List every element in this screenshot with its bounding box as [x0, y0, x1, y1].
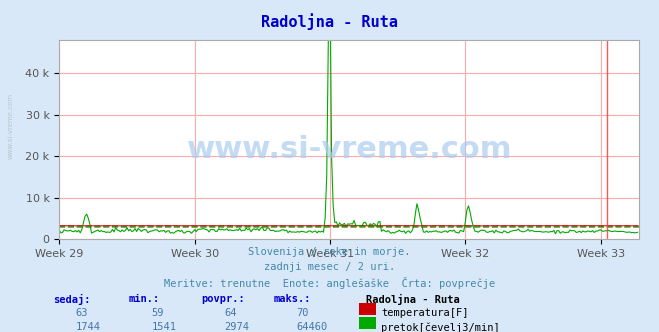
- Text: zadnji mesec / 2 uri.: zadnji mesec / 2 uri.: [264, 262, 395, 272]
- Text: Slovenija / reke in morje.: Slovenija / reke in morje.: [248, 247, 411, 257]
- Text: maks.:: maks.:: [273, 294, 311, 304]
- Text: 1744: 1744: [76, 322, 101, 332]
- Text: 70: 70: [297, 308, 309, 318]
- Text: 2974: 2974: [224, 322, 249, 332]
- Text: povpr.:: povpr.:: [201, 294, 244, 304]
- Text: sedaj:: sedaj:: [53, 294, 90, 305]
- Text: 59: 59: [152, 308, 164, 318]
- Text: Radoljna - Ruta: Radoljna - Ruta: [261, 13, 398, 30]
- Text: www.si-vreme.com: www.si-vreme.com: [186, 135, 512, 164]
- Text: www.si-vreme.com: www.si-vreme.com: [8, 93, 14, 159]
- Text: 63: 63: [76, 308, 88, 318]
- Text: 1541: 1541: [152, 322, 177, 332]
- Text: min.:: min.:: [129, 294, 159, 304]
- Text: pretok[čevelj3/min]: pretok[čevelj3/min]: [381, 322, 500, 332]
- Text: Meritve: trenutne  Enote: anglešaške  Črta: povprečje: Meritve: trenutne Enote: anglešaške Črta…: [164, 277, 495, 289]
- Text: temperatura[F]: temperatura[F]: [381, 308, 469, 318]
- Text: 64460: 64460: [297, 322, 328, 332]
- Text: 64: 64: [224, 308, 237, 318]
- Text: Radoljna - Ruta: Radoljna - Ruta: [366, 294, 459, 305]
